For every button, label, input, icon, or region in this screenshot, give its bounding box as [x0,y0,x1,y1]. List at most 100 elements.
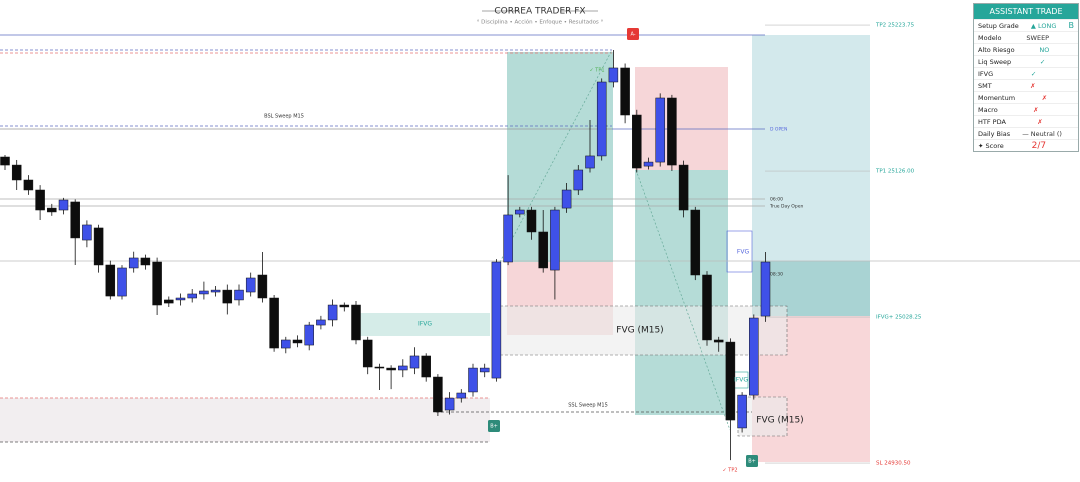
panel-label: Setup Grade [978,21,1019,30]
candle-body [585,155,595,169]
signal-badge [746,455,758,467]
candle-body [760,261,771,317]
chart-subtitle: ° Disciplina • Acción • Enfoque • Result… [477,19,604,26]
candle-body [105,264,116,297]
panel-value: SWEEP [1026,33,1050,42]
panel-value: ✓ [1030,69,1037,78]
candle-body [152,261,162,306]
annotation: BSL Sweep M15 [264,114,304,120]
candle-body [444,397,455,411]
panel-row: Liq Sweep ✓ [974,55,1078,67]
annotation: A- [630,32,635,38]
candle-body [573,169,584,191]
candle-body [175,297,186,301]
sl-zone [635,67,728,170]
panel-label: SMT [978,81,992,90]
level-label: TP2 25223.75 [875,23,915,29]
candle-body [655,97,665,163]
candle-body [608,67,619,83]
candle-body [292,339,303,344]
candle-body [351,304,361,341]
annotation: FVG (M15) [616,326,663,336]
level-label: SL 24930.50 [876,461,911,467]
candle-body [23,179,34,191]
panel-value: ▲ LONG [1030,21,1057,30]
candle-body [11,164,22,181]
candle-body [409,355,420,369]
tp-zone [507,52,613,262]
candle-body [561,189,572,209]
signal-badge [488,420,500,432]
annotation: B+ [748,459,756,465]
candle-body [234,289,244,301]
candle-body [304,324,314,346]
annotation: ✓ TP2 [722,468,737,474]
candle-body [503,214,513,263]
panel-value: — Neutral () [1022,129,1062,138]
candle-body [421,355,431,378]
panel-label: HTF PDA [978,117,1006,126]
annotation: SSL Sweep M15 [568,403,608,409]
candle-body [281,339,291,349]
candle-body [702,274,712,341]
level-label: TP1 25126.00 [875,169,915,175]
candle-body [374,366,385,369]
candle-body [456,392,467,399]
panel-value: ✗ [1041,93,1048,102]
candle-body [58,199,69,211]
candle-body [632,114,642,169]
annotation: IFVG [418,321,432,328]
candle-body [245,277,256,293]
annotation: True Day Open [769,204,803,210]
candle-body [550,209,560,271]
chart-title: CORREA TRADER FX [494,7,585,17]
annotation: ✓ TP1 [589,68,604,74]
annotation: FVG [737,249,750,256]
panel-label: Momentum [978,93,1016,102]
fvg-box [726,230,753,273]
panel-row: IFVG ✓ [974,67,1078,79]
panel-label: Liq Sweep [978,57,1012,66]
panel-row: Setup Grade ▲ LONG B [974,19,1078,31]
panel-title: ASSISTANT TRADE [974,4,1078,19]
candle-body [140,257,151,266]
annotation: 08:30 [770,272,783,278]
zones [0,35,870,462]
tp-zone [635,170,728,415]
candle-body [362,339,373,368]
candle-body [468,367,478,393]
candle-body [678,164,689,211]
panel-label: Modelo [978,33,1002,42]
panel-value: ✗ [1033,105,1039,114]
candle-body [164,299,174,304]
panel-label: Macro [978,105,998,114]
level-label: IFVG+ 25028.25 [876,315,922,321]
candle-body [538,231,548,269]
candle-body [620,67,630,116]
candle-body [35,189,45,211]
candle-body [187,293,197,299]
candle-body [690,209,701,276]
panel-row: Momentum ✗ [974,91,1078,103]
candle-body [713,339,724,343]
panel-label: IFVG [978,69,994,78]
signal-badge [627,28,639,40]
candle-body [725,341,736,421]
candle-body [596,81,607,157]
panel-row: Macro ✗ [974,103,1078,115]
ifvg-zone [360,313,490,336]
candle-body [491,261,502,379]
candle-body [222,289,233,304]
panel-value: ✗ [1037,117,1043,126]
tp-zone [752,35,870,261]
candle-body [526,209,537,233]
candle-body [117,267,127,297]
candle-body [667,97,677,166]
candle-body [398,365,408,371]
candle-body [269,297,279,349]
candle-body [70,201,80,239]
annotation: IFVG [734,377,748,384]
panel-row: SMT ✗ [974,79,1078,91]
